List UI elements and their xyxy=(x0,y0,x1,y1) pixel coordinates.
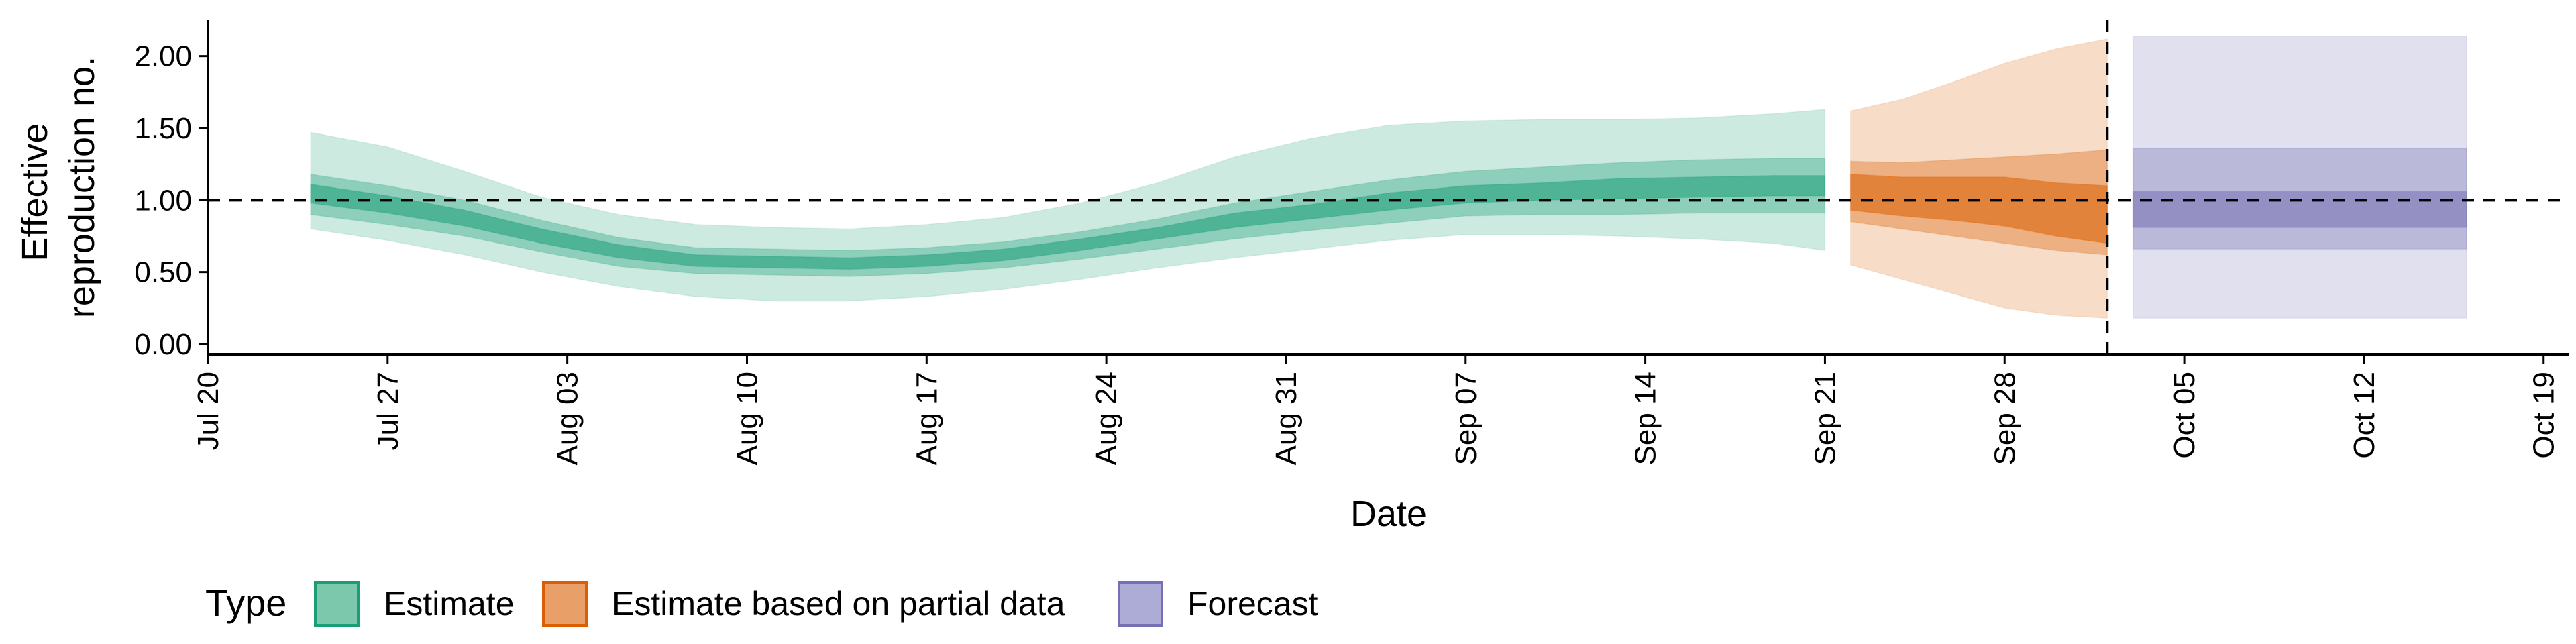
legend: Type Estimate Estimate based on partial da… xyxy=(205,581,1318,627)
x-tick-label: Aug 03 xyxy=(551,372,584,465)
x-tick-label: Sep 14 xyxy=(1629,372,1662,465)
estimate-inner-band xyxy=(310,175,1826,270)
x-tick-label: Aug 10 xyxy=(731,372,764,465)
legend-title: Type xyxy=(205,582,286,624)
y-axis-title-line-2: reproduction no. xyxy=(62,56,102,318)
y-tick-label: 2.00 xyxy=(134,40,192,73)
legend-label-2: Estimate based on partial data xyxy=(612,585,1065,623)
y-tick-label: 1.00 xyxy=(134,184,192,217)
legend-label-1: Estimate xyxy=(384,585,515,623)
y-tick-label: 0.50 xyxy=(134,256,192,289)
y-axis-title: Effective reproduction no. xyxy=(15,56,102,318)
x-tick-label: Oct 12 xyxy=(2348,372,2381,459)
legend-label-3: Forecast xyxy=(1187,585,1318,623)
x-tick-label: Sep 07 xyxy=(1450,372,1483,465)
y-axis-title-line-1: Effective xyxy=(15,123,55,261)
legend-key-3 xyxy=(1118,581,1163,627)
x-tick-label: Aug 31 xyxy=(1270,372,1303,465)
x-tick-label: Oct 05 xyxy=(2168,372,2201,459)
x-tick-label: Oct 19 xyxy=(2528,372,2561,459)
x-tick-label: Aug 24 xyxy=(1090,372,1123,465)
x-tick-label: Sep 28 xyxy=(1988,372,2021,465)
forecast-inner-band xyxy=(2132,191,2467,228)
x-axis-title: Date xyxy=(1350,494,1427,534)
x-tick-label: Jul 20 xyxy=(192,372,225,450)
legend-key-2 xyxy=(542,581,588,627)
legend-key-1 xyxy=(314,581,360,627)
x-tick-label: Aug 17 xyxy=(910,372,943,465)
estimate-ci-band xyxy=(310,109,1826,302)
axes-layer: 0.00 0.50 1.00 1.50 2.00 Jul 20 Jul 27 Aug 03 Au… xyxy=(134,20,2569,465)
y-tick-label: 1.50 xyxy=(134,112,192,145)
x-tick-label: Jul 27 xyxy=(372,372,405,450)
reference-lines-layer xyxy=(208,20,2569,354)
y-tick-label: 0.00 xyxy=(134,328,192,361)
x-tick-label: Sep 21 xyxy=(1809,372,1841,465)
ribbons-layer xyxy=(310,35,2467,319)
